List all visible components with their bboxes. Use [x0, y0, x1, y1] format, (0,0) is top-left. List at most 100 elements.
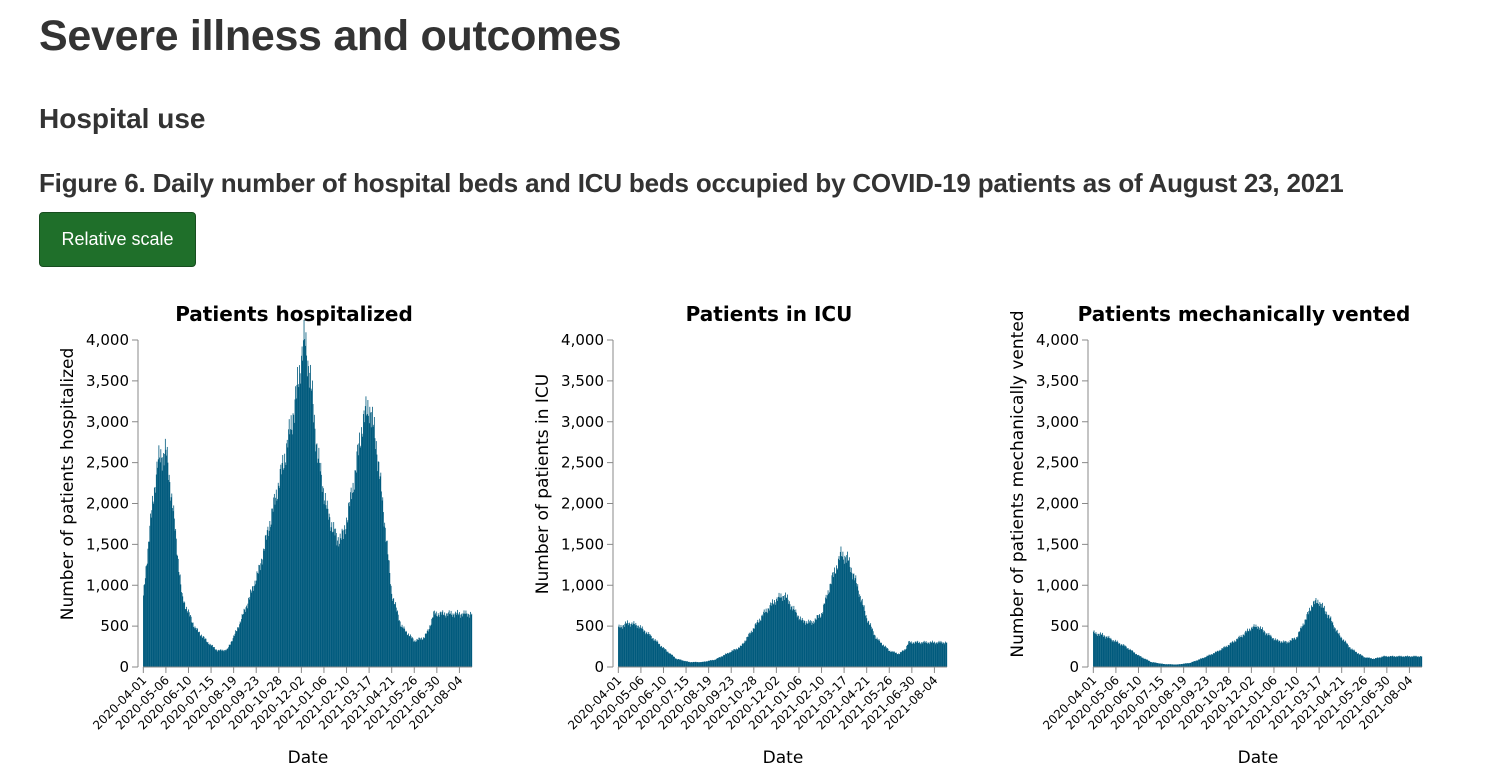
bar: [1167, 664, 1168, 667]
bar: [1181, 664, 1183, 667]
bar: [889, 650, 891, 667]
bar: [386, 540, 388, 667]
bar: [1270, 634, 1272, 667]
bar: [735, 649, 737, 667]
bar: [289, 434, 291, 667]
bar: [1365, 657, 1367, 667]
bar: [808, 621, 810, 667]
bar: [1310, 610, 1312, 667]
bar: [1177, 664, 1179, 667]
bar: [197, 628, 198, 667]
bar: [1140, 656, 1142, 667]
bar: [1276, 638, 1278, 667]
bar: [407, 634, 409, 667]
bar: [342, 538, 344, 667]
y-tick-label: 1,500: [1036, 535, 1079, 553]
bar: [377, 471, 378, 667]
bar: [306, 355, 308, 667]
bar: [939, 642, 941, 667]
bar: [1154, 662, 1156, 667]
bar: [738, 647, 740, 667]
bar: [933, 643, 935, 667]
bar: [1346, 644, 1348, 667]
bar: [707, 661, 708, 667]
bar: [337, 540, 338, 667]
bar: [685, 661, 687, 667]
bar: [790, 609, 792, 667]
bar: [1097, 633, 1099, 667]
bar: [827, 595, 828, 667]
bar: [1182, 664, 1183, 667]
bar: [295, 398, 297, 667]
bar: [219, 650, 221, 667]
bar: [357, 455, 359, 667]
bar: [847, 560, 849, 667]
bar: [821, 613, 823, 667]
bar: [829, 583, 831, 667]
bar: [696, 662, 698, 667]
bar: [274, 504, 276, 667]
bar: [1263, 632, 1265, 667]
bar: [273, 497, 275, 667]
bar: [731, 650, 733, 667]
bar: [1132, 650, 1134, 667]
bar: [1199, 659, 1201, 667]
bar: [1114, 639, 1116, 667]
bar: [233, 635, 235, 667]
bar: [377, 461, 379, 667]
bar: [777, 600, 779, 667]
bar: [621, 627, 623, 667]
bar: [866, 618, 868, 667]
bar: [1114, 641, 1116, 667]
y-tick-label: 3,000: [1036, 413, 1079, 431]
bar: [805, 623, 807, 667]
bar: [1162, 663, 1164, 667]
bar: [1349, 647, 1350, 667]
bar: [665, 649, 666, 667]
bar: [331, 522, 333, 667]
bar: [1414, 656, 1416, 667]
bar: [307, 360, 309, 667]
bar: [1343, 641, 1345, 667]
bar: [872, 631, 874, 667]
bar: [630, 626, 632, 667]
bar: [1307, 612, 1308, 667]
bar: [629, 623, 631, 667]
bar: [907, 644, 909, 667]
bar: [1180, 664, 1181, 667]
bar: [224, 650, 226, 667]
bar: [1195, 660, 1197, 667]
bar: [691, 662, 693, 667]
bar: [417, 639, 418, 667]
bar: [945, 642, 947, 667]
bar: [711, 660, 713, 667]
bar: [887, 648, 889, 667]
bar: [236, 631, 238, 667]
bar: [769, 605, 771, 667]
bar: [452, 616, 453, 667]
bar: [851, 572, 853, 667]
bar: [1251, 626, 1253, 667]
bar: [634, 624, 635, 667]
relative-scale-button[interactable]: Relative scale: [39, 212, 196, 267]
bar: [235, 631, 237, 667]
bar: [337, 537, 339, 667]
bar: [1302, 623, 1304, 667]
bar: [1229, 645, 1230, 667]
bar: [323, 504, 325, 667]
bar: [284, 453, 286, 667]
bar: [645, 633, 647, 667]
bar: [1392, 655, 1394, 667]
bar: [643, 630, 645, 667]
bar: [281, 462, 283, 667]
bar: [415, 641, 417, 667]
bar: [211, 644, 213, 667]
bar: [202, 638, 204, 667]
bar: [636, 625, 637, 667]
bar: [240, 622, 242, 667]
bar: [1325, 614, 1327, 667]
bar: [781, 600, 783, 667]
bar: [269, 521, 271, 667]
bar: [699, 662, 701, 667]
bar: [1334, 628, 1336, 667]
